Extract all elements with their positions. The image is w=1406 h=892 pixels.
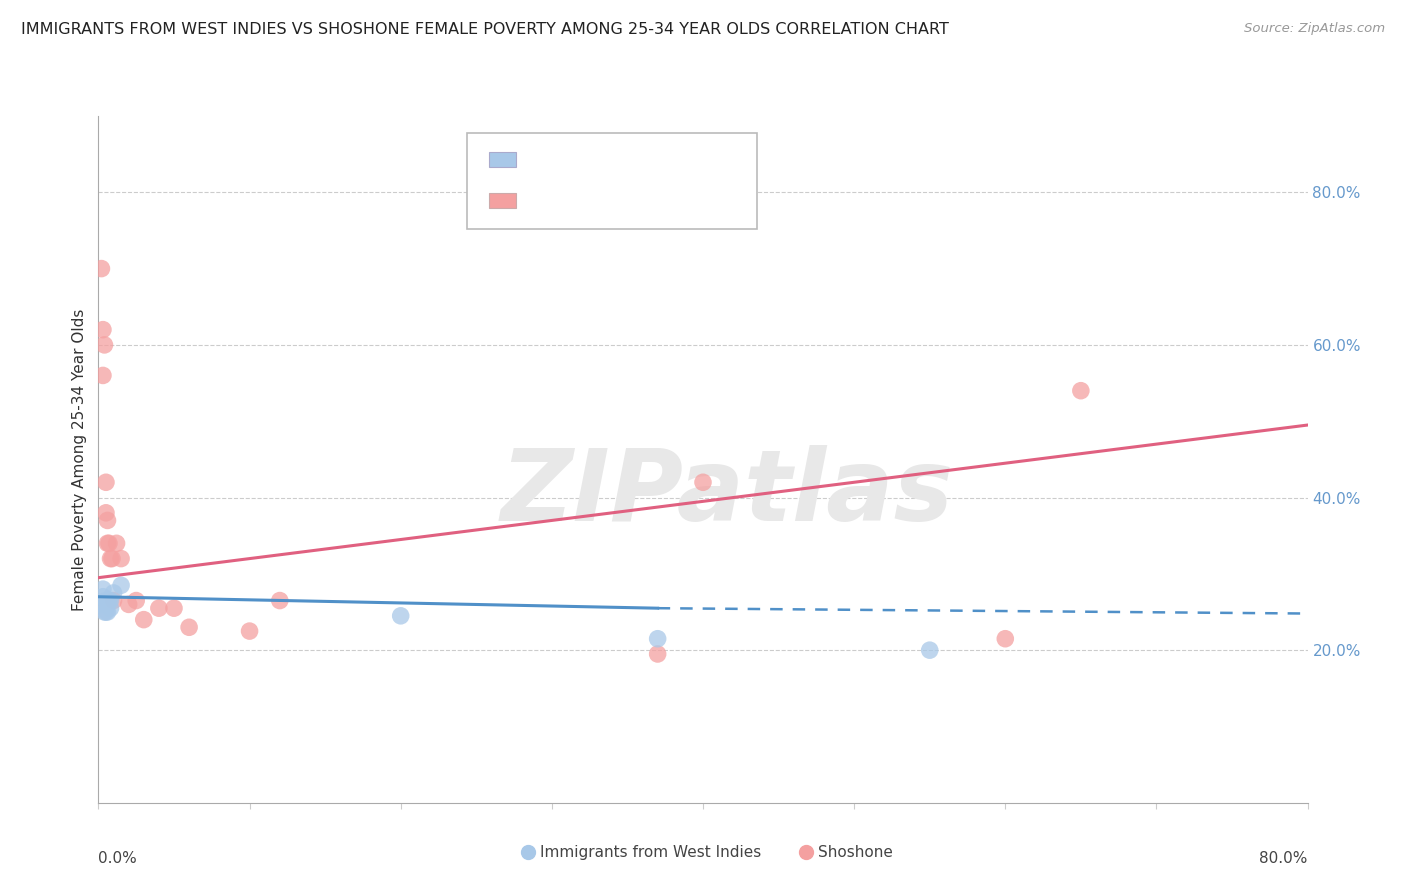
- FancyBboxPatch shape: [489, 152, 516, 167]
- Point: [94, 605, 117, 619]
- Point: [98, 593, 121, 607]
- Point: [91, 582, 114, 596]
- Point: [125, 593, 148, 607]
- Point: [163, 601, 186, 615]
- Point: [972, 851, 994, 865]
- Point: [389, 608, 412, 623]
- Text: R =: R =: [530, 152, 564, 167]
- FancyBboxPatch shape: [467, 133, 758, 229]
- Point: [994, 632, 1017, 646]
- Point: [692, 475, 714, 490]
- Point: [96, 513, 118, 527]
- Point: [94, 593, 117, 607]
- FancyBboxPatch shape: [489, 193, 516, 208]
- Text: N = 17: N = 17: [637, 152, 689, 167]
- Y-axis label: Female Poverty Among 25-34 Year Olds: Female Poverty Among 25-34 Year Olds: [72, 309, 87, 610]
- Point: [647, 632, 669, 646]
- Point: [96, 598, 118, 612]
- Text: Immigrants from West Indies: Immigrants from West Indies: [540, 845, 761, 860]
- Point: [103, 593, 125, 607]
- Point: [91, 323, 114, 337]
- Point: [148, 601, 170, 615]
- Point: [118, 598, 141, 612]
- Text: Source: ZipAtlas.com: Source: ZipAtlas.com: [1244, 22, 1385, 36]
- Point: [94, 475, 117, 490]
- Point: [90, 598, 112, 612]
- Text: 80.0%: 80.0%: [1260, 851, 1308, 866]
- Point: [98, 536, 121, 550]
- Text: Shoshone: Shoshone: [818, 845, 893, 860]
- Point: [239, 624, 262, 639]
- Point: [624, 851, 647, 865]
- Point: [918, 643, 941, 657]
- Text: IMMIGRANTS FROM WEST INDIES VS SHOSHONE FEMALE POVERTY AMONG 25-34 YEAR OLDS COR: IMMIGRANTS FROM WEST INDIES VS SHOSHONE …: [21, 22, 949, 37]
- Point: [647, 647, 669, 661]
- Point: [105, 536, 128, 550]
- Text: ZIPatlas: ZIPatlas: [501, 445, 953, 542]
- Point: [96, 536, 118, 550]
- Point: [100, 601, 122, 615]
- Point: [132, 613, 155, 627]
- Point: [93, 338, 115, 352]
- Point: [100, 551, 122, 566]
- Point: [269, 593, 291, 607]
- Point: [93, 605, 115, 619]
- Point: [101, 551, 124, 566]
- Point: [179, 620, 201, 634]
- Text: N = 28: N = 28: [637, 193, 689, 208]
- Point: [91, 590, 114, 604]
- Point: [93, 598, 115, 612]
- Text: 0.0%: 0.0%: [98, 851, 138, 866]
- Point: [91, 368, 114, 383]
- Point: [103, 586, 125, 600]
- Point: [90, 261, 112, 276]
- Text: 0.123: 0.123: [569, 193, 613, 208]
- Point: [96, 605, 118, 619]
- Point: [110, 578, 132, 592]
- Point: [100, 593, 122, 607]
- Point: [110, 551, 132, 566]
- Point: [1070, 384, 1092, 398]
- Text: -0.028: -0.028: [569, 152, 619, 167]
- Point: [94, 506, 117, 520]
- Text: R =: R =: [530, 193, 564, 208]
